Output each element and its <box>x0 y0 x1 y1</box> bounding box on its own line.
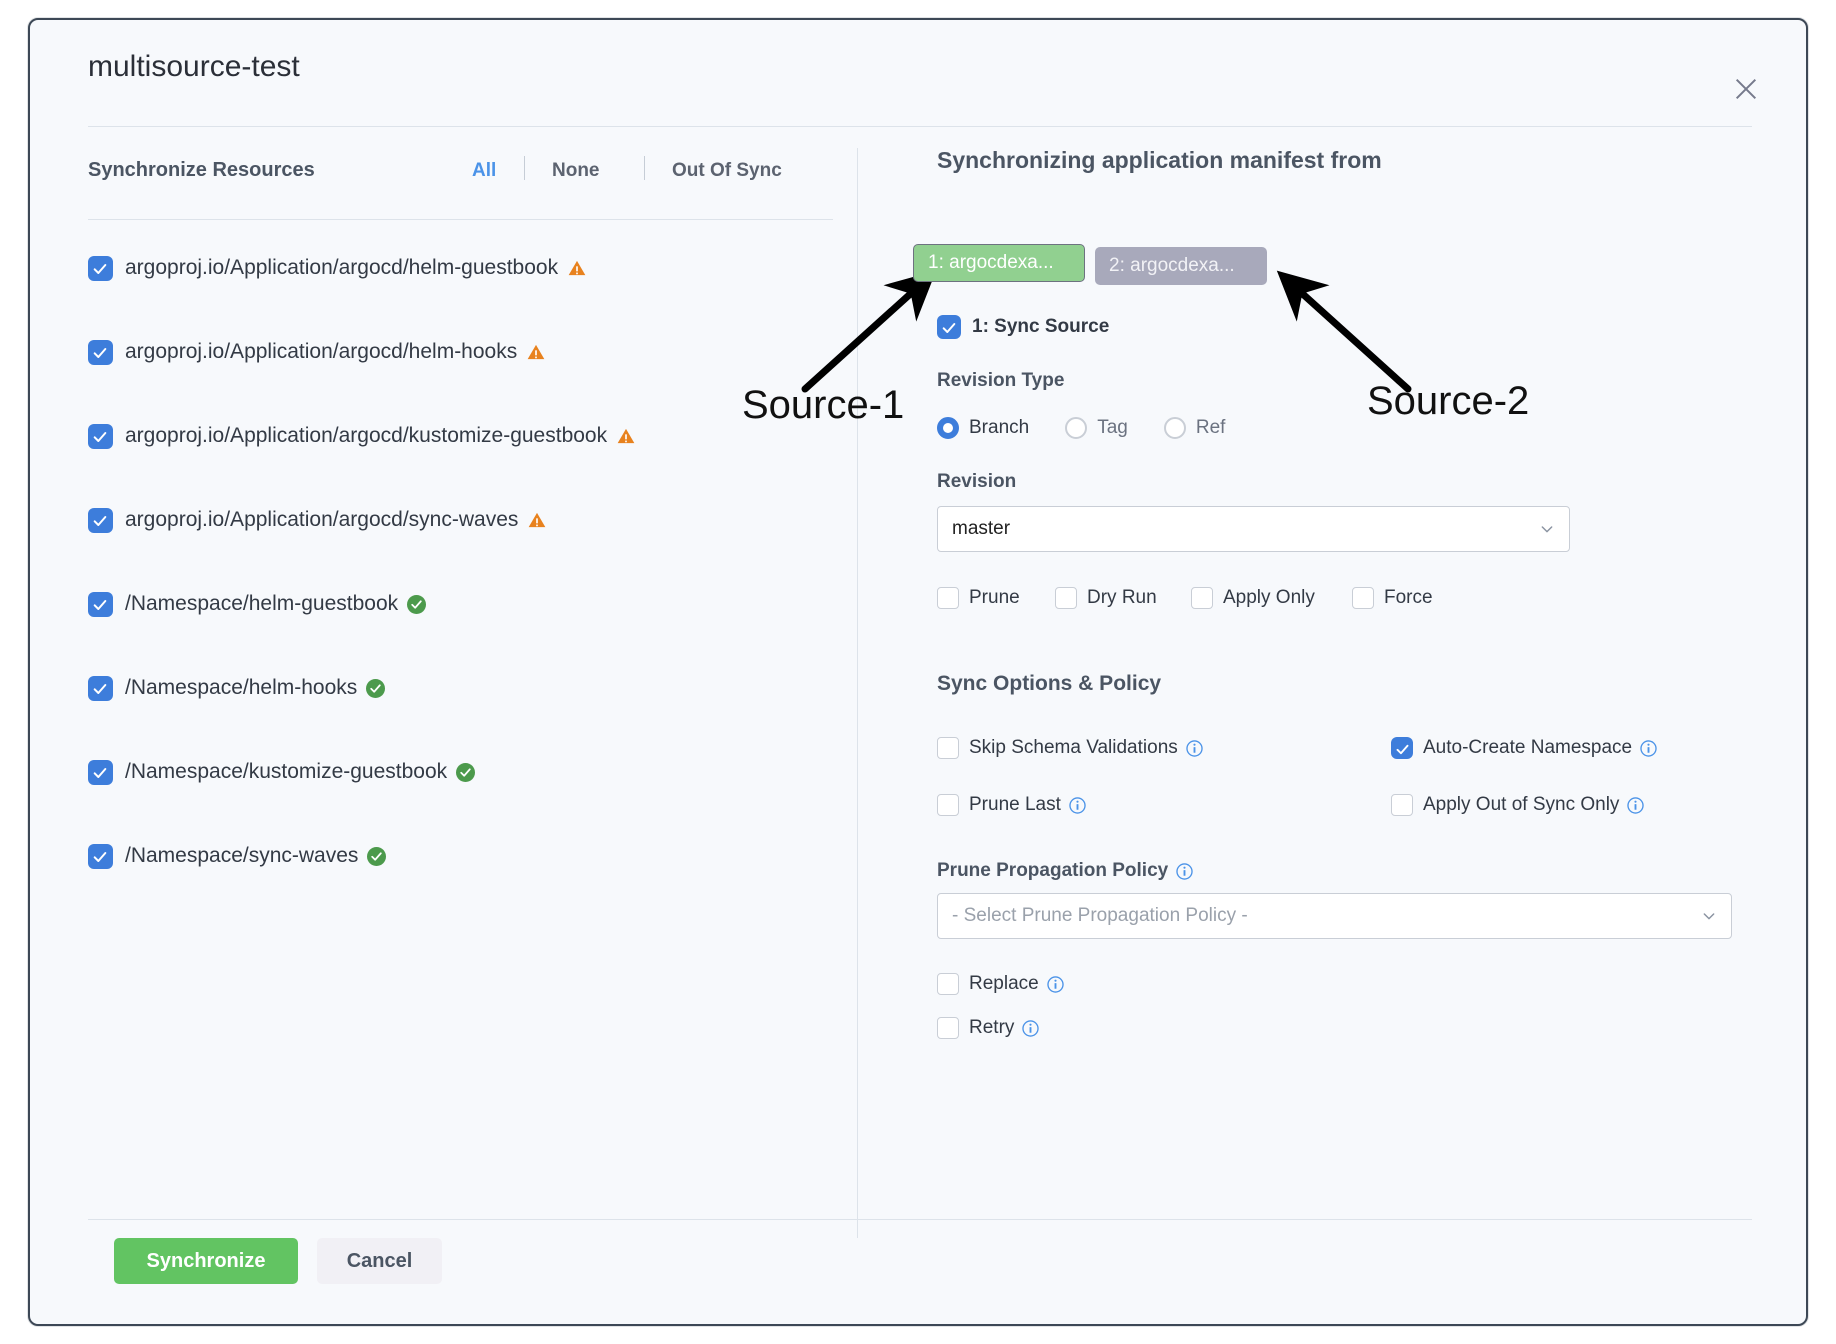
svg-text:Source-1: Source-1 <box>742 383 904 427</box>
svg-text:Source-2: Source-2 <box>1367 379 1529 423</box>
